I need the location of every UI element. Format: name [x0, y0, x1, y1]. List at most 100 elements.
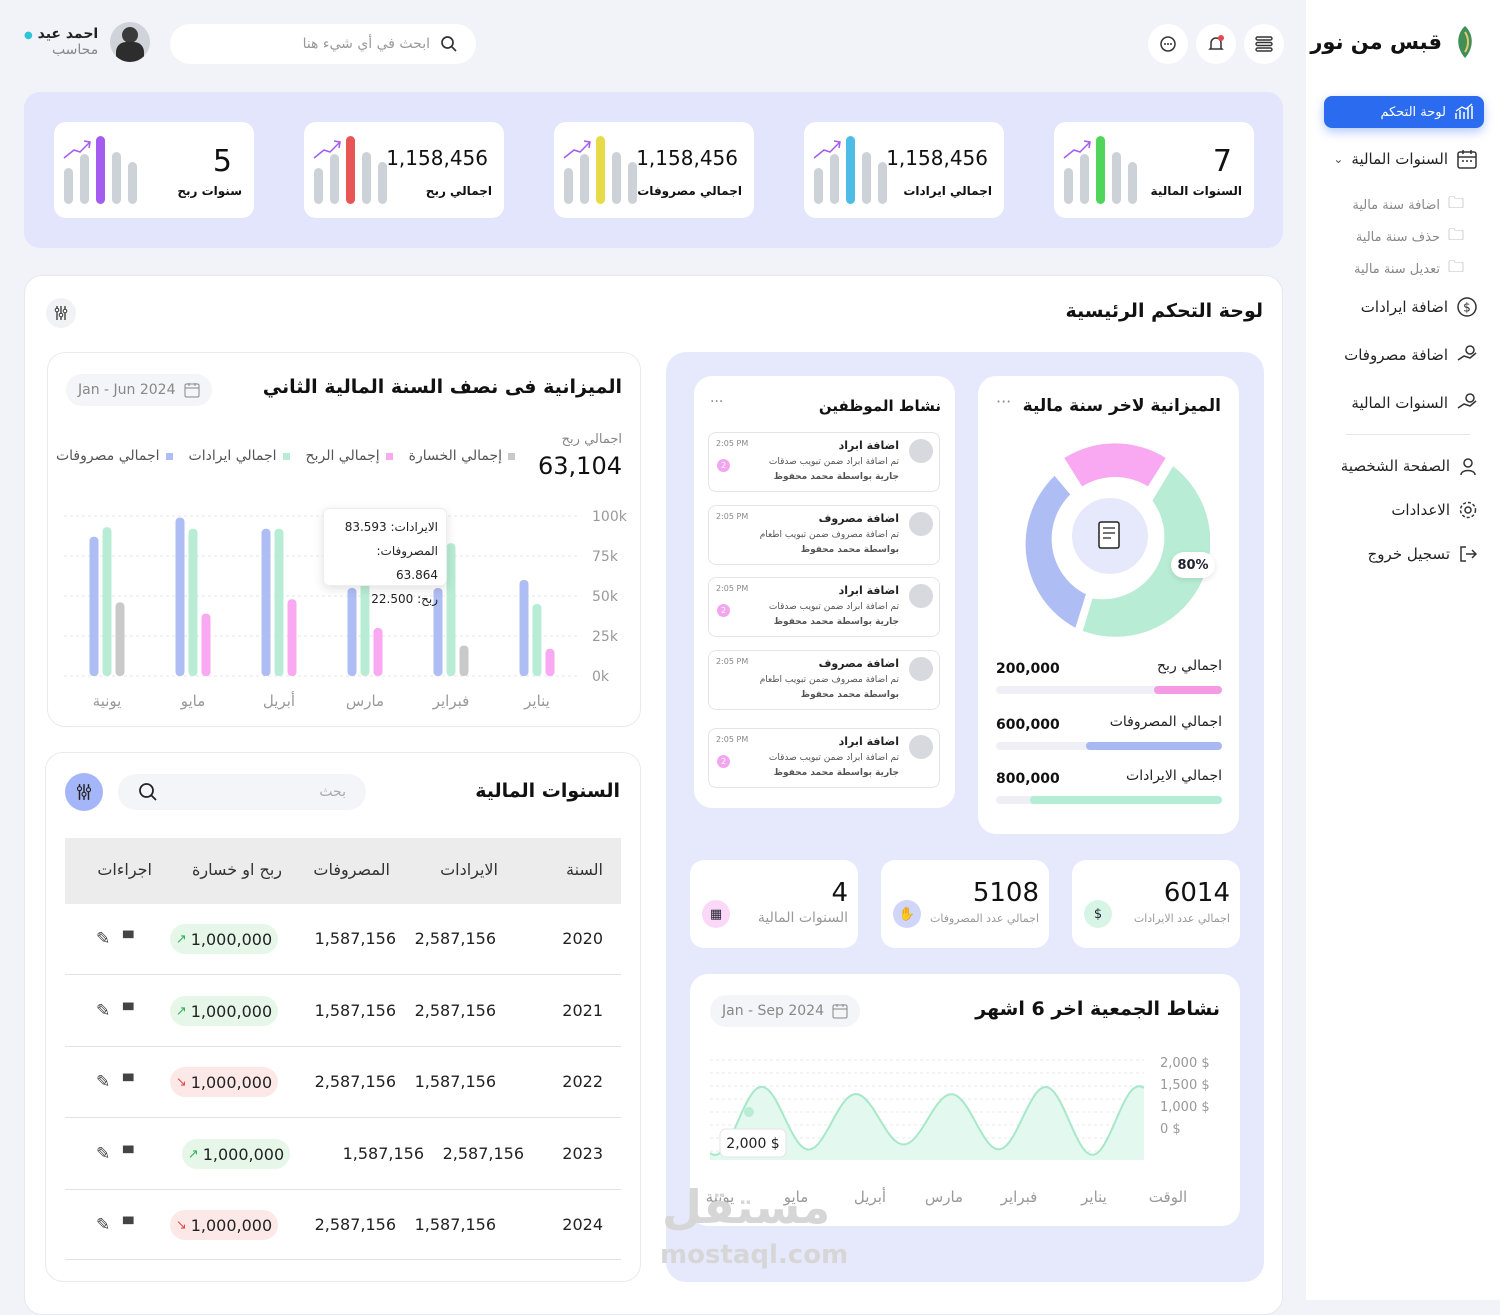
- stats-icon[interactable]: ▮▮▮: [122, 1144, 134, 1155]
- edit-icon[interactable]: ✎: [96, 1001, 111, 1021]
- result-badge: ↗ 1,000,000: [170, 924, 278, 954]
- activity-item[interactable]: اضافة ابراد تم اضافة ابراد ضمن تبويب صدقا…: [708, 432, 940, 492]
- more-icon[interactable]: ···: [996, 392, 1012, 411]
- stat-card[interactable]: 5 سنوات ربح: [54, 122, 254, 218]
- nav-financial-years-2[interactable]: السنوات المالية: [1351, 392, 1478, 414]
- nav-add-expenses[interactable]: اضافة مصروفات: [1344, 344, 1478, 366]
- stats-icon[interactable]: ▮▮▮: [122, 929, 134, 940]
- y-tick-label: 0k: [592, 669, 610, 685]
- search-placeholder: ابحث في أي شيء هنا: [302, 36, 430, 52]
- nav-dashboard[interactable]: لوحة التحكم: [1324, 96, 1484, 128]
- activity-item[interactable]: اضافة ابراد تم اضافة ابراد ضمن تبويب صدقا…: [708, 577, 940, 637]
- budget-row-track: [996, 686, 1222, 694]
- edit-icon[interactable]: ✎: [96, 1072, 111, 1092]
- stats-icon[interactable]: ▮▮▮: [122, 1001, 134, 1012]
- gear-icon: [1459, 501, 1477, 519]
- chat-button[interactable]: [1148, 24, 1188, 64]
- stat-card[interactable]: 1,158,456 اجمالي مصروفات: [554, 122, 754, 218]
- stat-label: اجمالي ايرادات: [903, 184, 992, 198]
- chevron-down-icon[interactable]: ⌄: [1333, 152, 1344, 166]
- stats-icon[interactable]: ▮▮▮: [122, 1072, 134, 1083]
- highlight-point: [744, 1107, 754, 1117]
- th-result: ربح او خسارة: [192, 860, 282, 879]
- y-tick-label: 1,500 $: [1160, 1078, 1210, 1093]
- nav-settings[interactable]: الاعدادات: [1391, 500, 1478, 520]
- cell-year: 2024: [562, 1215, 603, 1234]
- edit-icon[interactable]: ✎: [96, 929, 111, 949]
- mini-stat-card[interactable]: 6014 اجمالي عدد الايرادات $: [1072, 860, 1240, 948]
- notifications-button[interactable]: [1196, 24, 1236, 64]
- stat-value: 1,158,456: [886, 146, 988, 170]
- budget-row-track: [996, 742, 1222, 750]
- avatar: [909, 735, 933, 759]
- icon-bar: [96, 136, 105, 204]
- activity-count-badge: 2: [717, 459, 730, 472]
- user-profile[interactable]: ● احمد عيد محاسب: [24, 22, 151, 62]
- years-search-placeholder: بحث: [319, 784, 346, 800]
- activity-date: Jan - Sep 2024: [722, 1003, 824, 1019]
- budget-row-label: اجمالي المصروفات: [1109, 714, 1222, 730]
- nav-financial-years[interactable]: السنوات المالية ⌄: [1333, 148, 1478, 170]
- trend-down-icon: ↘: [175, 1217, 187, 1233]
- bar: [261, 528, 271, 676]
- nav-financial-years-label: السنوات المالية: [1351, 150, 1448, 168]
- cell-year: 2021: [562, 1001, 603, 1020]
- result-badge: ↗ 1,000,000: [182, 1139, 290, 1169]
- activity-title: اضافة ابراد: [838, 735, 899, 748]
- dollar-icon: $: [1084, 900, 1112, 928]
- stat-label: اجمالي ربح: [425, 184, 492, 198]
- result-badge: ↗ 1,000,000: [170, 996, 278, 1026]
- budget-row-fill: [1154, 686, 1222, 694]
- icon-bar: [878, 162, 887, 204]
- nav-edit-year[interactable]: 🗀 تعديل سنة مالية: [1354, 256, 1464, 283]
- nav-settings-label: الاعدادات: [1391, 501, 1450, 519]
- activity-item[interactable]: اضافة مصروف تم اضافة مصروف ضمن تبويب اطعا…: [708, 505, 940, 565]
- nav-logout[interactable]: تسجيل خروج: [1368, 544, 1478, 564]
- activity-desc-line1: تم اضافة مصروف ضمن تبويب اطعام: [759, 530, 899, 540]
- nav-add-income[interactable]: $ اضافة ايرادات: [1361, 296, 1478, 318]
- avatar[interactable]: [110, 22, 151, 62]
- mini-stat-card[interactable]: 5108 اجمالي عدد المصروفات ✋: [881, 860, 1049, 948]
- activity-desc-line2: بواسطة محمد محفوظ: [800, 545, 899, 555]
- chat-icon: [1160, 36, 1176, 52]
- menu-icon: [1255, 36, 1273, 52]
- stat-card[interactable]: 7 السنوات المالية: [1054, 122, 1254, 218]
- stat-card[interactable]: 1,158,456 اجمالي ربح: [304, 122, 504, 218]
- activity-item[interactable]: اضافة مصروف تم اضافة مصروف ضمن تبويب اطعا…: [708, 650, 940, 710]
- budget-h2-title: الميزانية فى نصف السنة المالية الثاني: [262, 376, 622, 398]
- years-filter-button[interactable]: [65, 773, 103, 811]
- mini-stat-card[interactable]: 4 السنوات المالية ▦: [690, 860, 858, 948]
- bar: [175, 517, 185, 676]
- budget-h2-date-picker[interactable]: Jan - Jun 2024: [66, 374, 212, 406]
- icon-bar: [362, 152, 371, 204]
- activity-date-picker[interactable]: Jan - Sep 2024: [710, 995, 860, 1027]
- logo-icon: [1458, 26, 1472, 58]
- cell-expenses: 2,587,156: [314, 1072, 396, 1091]
- cell-result: 1,000,000: [190, 929, 273, 949]
- icon-bar: [80, 154, 89, 204]
- nav-add-year[interactable]: 🗀 اضافة سنة مالية: [1352, 192, 1464, 219]
- result-badge: ↘ 1,000,000: [170, 1067, 278, 1097]
- activity-desc: تم اضافة ابراد ضمن تبويب صدقات جارية بواس…: [729, 600, 899, 630]
- more-icon[interactable]: ···: [710, 394, 724, 410]
- bar: [287, 599, 297, 676]
- y-tick-label: 2,000 $: [1160, 1056, 1210, 1071]
- stats-icon[interactable]: ▮▮▮: [122, 1215, 134, 1226]
- cell-income: 2,587,156: [442, 1144, 524, 1163]
- edit-icon[interactable]: ✎: [96, 1144, 111, 1164]
- nav-delete-year[interactable]: 🗀 حذف سنة مالية: [1356, 224, 1464, 251]
- menu-button[interactable]: [1244, 24, 1284, 64]
- brand[interactable]: قبس من نور: [1310, 24, 1478, 60]
- years-search[interactable]: بحث: [118, 774, 366, 810]
- nav-profile[interactable]: الصفحة الشخصية: [1341, 456, 1478, 476]
- filter-button[interactable]: [46, 298, 76, 328]
- global-search[interactable]: ابحث في أي شيء هنا: [170, 24, 476, 64]
- stat-card[interactable]: 1,158,456 اجمالي ايرادات: [804, 122, 1004, 218]
- activity-item[interactable]: اضافة ابراد تم اضافة ابراد ضمن تبويب صدقا…: [708, 728, 940, 788]
- table-header: [65, 838, 621, 904]
- nav-delete-year-label: حذف سنة مالية: [1355, 230, 1440, 245]
- bar: [446, 543, 456, 676]
- edit-icon[interactable]: ✎: [96, 1215, 111, 1235]
- budget-row-value: 800,000: [996, 771, 1060, 787]
- x-tick-label: مارس: [925, 1188, 963, 1206]
